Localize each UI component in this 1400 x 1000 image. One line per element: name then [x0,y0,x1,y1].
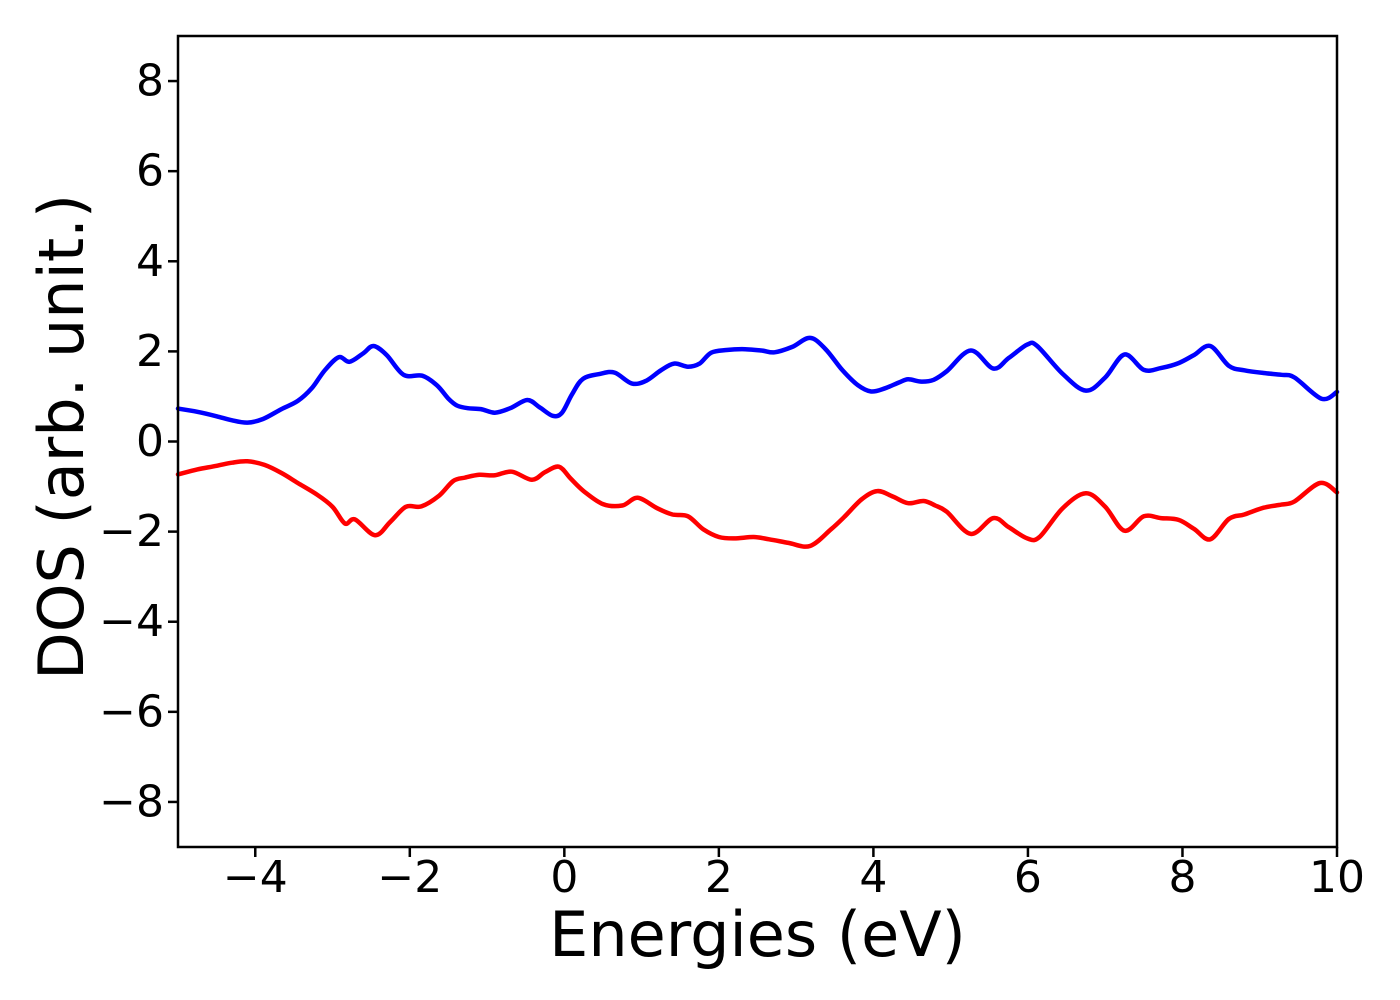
x-tick-label: 10 [1309,852,1365,903]
y-tick-label: −6 [99,686,164,737]
spin-up-dos-curve [175,335,1340,425]
y-tick-label: −4 [99,596,164,647]
y-tick-label: 4 [136,236,164,287]
y-axis-label: DOS (arb. unit.) [25,193,98,681]
axes-spines [176,34,1339,849]
x-tick-label: 2 [705,852,733,903]
y-tick-label: 0 [136,416,164,467]
x-tick-label: −4 [223,852,288,903]
spin-down-dos-curve [175,458,1340,549]
y-tick-label: −2 [99,506,164,557]
x-axis-label: Energies (eV) [549,898,966,971]
y-tick-label: −8 [99,776,164,827]
y-tick-label: 8 [136,56,164,107]
x-tick-label: 0 [550,852,578,903]
y-tick-label: 6 [136,146,164,197]
x-tick-label: 8 [1168,852,1196,903]
x-tick-label: −2 [377,852,442,903]
x-tick-label: 4 [859,852,887,903]
y-tick-label: 2 [136,326,164,377]
x-tick-label: 6 [1014,852,1042,903]
